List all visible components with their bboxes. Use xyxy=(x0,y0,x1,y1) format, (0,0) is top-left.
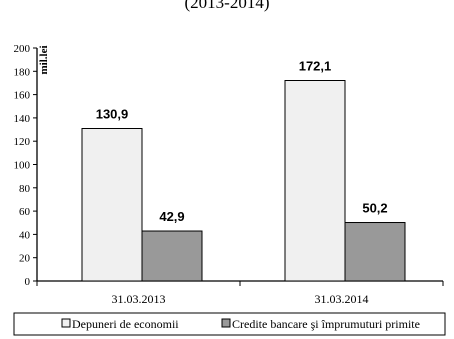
y-tick-label: 160 xyxy=(14,90,31,102)
bars xyxy=(81,80,406,282)
legend-swatch xyxy=(221,318,231,328)
bar xyxy=(81,128,143,282)
y-tick-label: 140 xyxy=(14,113,31,125)
axes: 0 20 40 60 80 100 120 140 160 180 200 31.03.2013 31.… xyxy=(14,43,444,306)
y-tick-label: 20 xyxy=(19,253,31,265)
bar xyxy=(141,230,203,282)
data-label: 50,2 xyxy=(362,201,387,216)
x-tick-label: 31.03.2014 xyxy=(315,292,369,306)
bar xyxy=(344,222,406,282)
legend-label: Depuneri de economii xyxy=(72,317,179,331)
data-label: 42,9 xyxy=(159,209,184,224)
y-tick-label: 40 xyxy=(19,229,31,241)
x-tick-label: 31.03.2013 xyxy=(112,292,166,306)
y-tick-label: 100 xyxy=(14,160,31,172)
y-tick-label: 180 xyxy=(14,66,31,78)
data-label: 130,9 xyxy=(96,107,129,122)
y-tick-label: 80 xyxy=(19,183,31,195)
bar xyxy=(284,80,346,282)
legend: Depuneri de economii Credite bancare şi î… xyxy=(13,312,446,336)
legend-label: Credite bancare şi împrumuturi primite xyxy=(232,317,420,331)
chart-title: (2013-2014) xyxy=(185,0,270,12)
y-tick-label: 200 xyxy=(14,43,31,55)
data-labels: 130,9 42,9 172,1 50,2 xyxy=(96,59,388,225)
legend-swatch xyxy=(61,318,71,328)
data-label: 172,1 xyxy=(299,59,332,74)
y-tick-label: 60 xyxy=(19,206,31,218)
y-tick-label: 0 xyxy=(25,276,31,288)
y-axis-unit-label: mil.lei xyxy=(38,45,50,74)
y-tick-label: 120 xyxy=(14,136,31,148)
